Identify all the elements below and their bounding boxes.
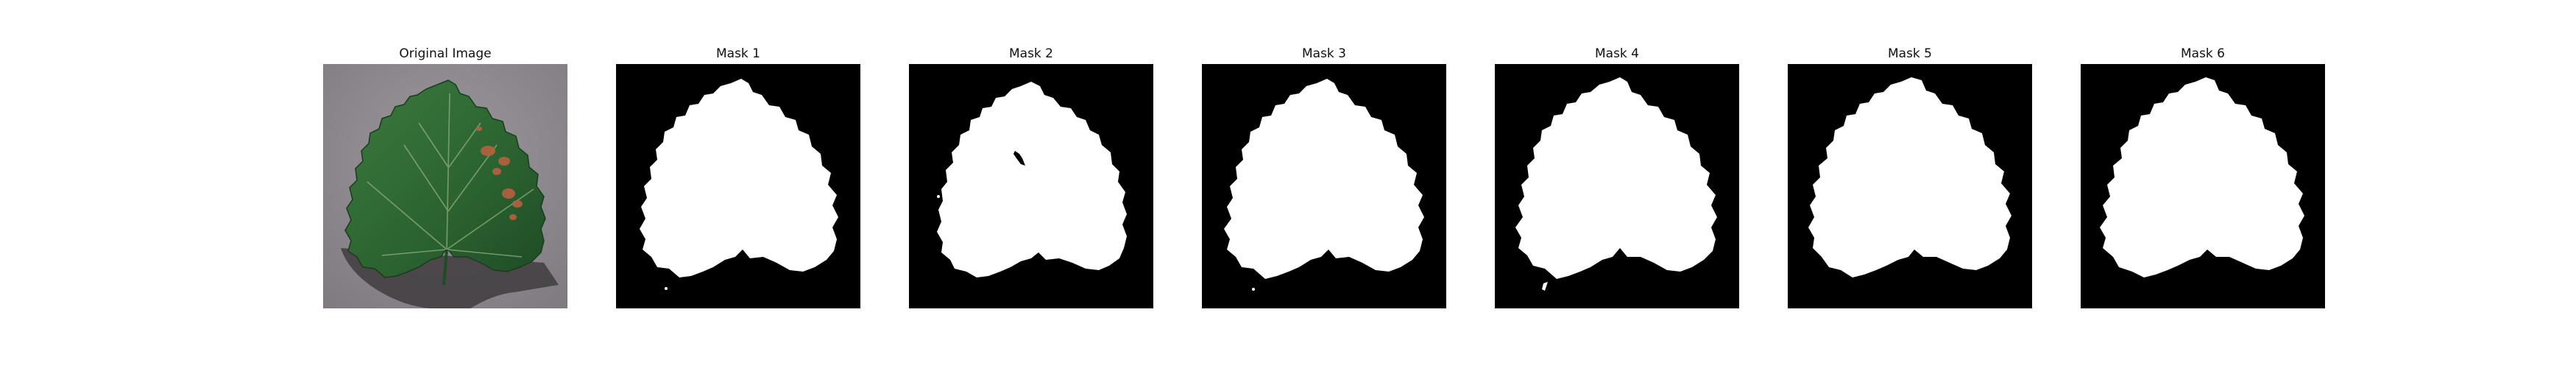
mask-2-region — [937, 82, 1127, 277]
mask-4-region — [1515, 77, 1717, 279]
panel-title: Mask 4 — [1594, 46, 1639, 61]
panel-mask-1: Mask 1 — [616, 0, 860, 368]
panel-title: Original Image — [399, 46, 492, 61]
panel-title: Mask 2 — [1008, 46, 1053, 61]
mask-3-image — [1202, 64, 1446, 308]
leaf-shape — [344, 79, 546, 278]
panel-title: Mask 5 — [1887, 46, 1932, 61]
mask-5-image — [1788, 64, 2032, 308]
mask-6-region — [2100, 77, 2304, 277]
mask-4-image — [1495, 64, 1739, 308]
mask-2-image — [909, 64, 1153, 308]
mask-5-region — [1808, 77, 2011, 277]
mask-3-region — [1224, 79, 1424, 279]
panel-original-image: Original Image — [323, 0, 567, 368]
panel-mask-4: Mask 4 — [1495, 0, 1739, 368]
panel-title: Mask 1 — [715, 46, 760, 61]
panel-title: Mask 6 — [2180, 46, 2225, 61]
mask-6-image — [2081, 64, 2325, 308]
panel-mask-2: Mask 2 — [909, 0, 1153, 368]
panel-title: Mask 3 — [1301, 46, 1346, 61]
panel-mask-6: Mask 6 — [2081, 0, 2325, 368]
panel-mask-3: Mask 3 — [1202, 0, 1446, 368]
mask-1-region — [640, 79, 838, 277]
panel-mask-5: Mask 5 — [1788, 0, 2032, 368]
original-leaf-photo — [323, 64, 567, 308]
mask-1-image — [616, 64, 860, 308]
